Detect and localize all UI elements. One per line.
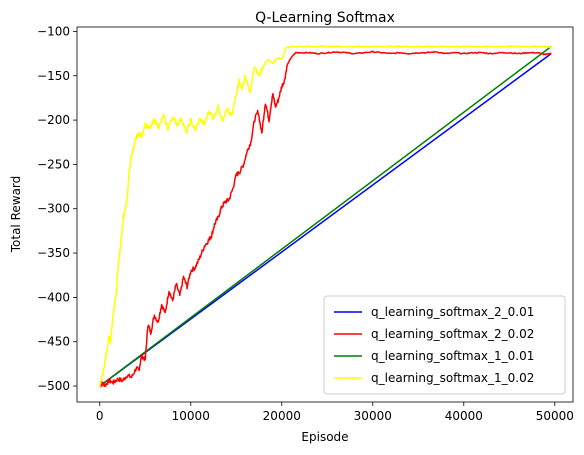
y-tick-label: −300 [37, 202, 70, 216]
series-layer [99, 45, 552, 389]
chart-title: Q-Learning Softmax [255, 10, 395, 26]
legend-label: q_learning_softmax_2_0.02 [371, 327, 534, 341]
y-tick-label: −150 [37, 69, 70, 83]
x-tick-label: 20000 [263, 409, 301, 423]
x-tick-label: 30000 [354, 409, 392, 423]
y-tick-label: −400 [37, 290, 70, 304]
x-axis-title: Episode [301, 430, 348, 444]
x-tick-label: 10000 [172, 409, 210, 423]
series-line-q_learning_softmax_2_0.01 [99, 52, 552, 387]
y-tick-label: −200 [37, 113, 70, 127]
legend: q_learning_softmax_2_0.01 q_learning_soft… [323, 295, 566, 395]
x-tick-label: 40000 [445, 409, 483, 423]
y-tick-label: −350 [37, 246, 70, 260]
legend-frame [323, 295, 566, 395]
y-tick-label: −500 [37, 379, 70, 393]
series-line-q_learning_softmax_2_0.02 [99, 50, 552, 388]
axes-layer: 0 10000 20000 30000 40000 50000 −500 −450 −400 −3… [37, 24, 574, 423]
y-tick-label: −100 [37, 24, 70, 38]
x-tick-label: 0 [96, 409, 104, 423]
legend-label: q_learning_softmax_2_0.01 [371, 305, 534, 319]
series-line-q_learning_softmax_1_0.01 [99, 45, 552, 387]
y-tick-label: −250 [37, 157, 70, 171]
y-axis-title: Total Reward [9, 176, 23, 254]
x-tick-label: 50000 [536, 409, 574, 423]
series-line-q_learning_softmax_1_0.02 [99, 45, 552, 389]
y-tick-label: −450 [37, 335, 70, 349]
legend-label: q_learning_softmax_1_0.01 [371, 349, 534, 363]
legend-label: q_learning_softmax_1_0.02 [371, 371, 534, 385]
